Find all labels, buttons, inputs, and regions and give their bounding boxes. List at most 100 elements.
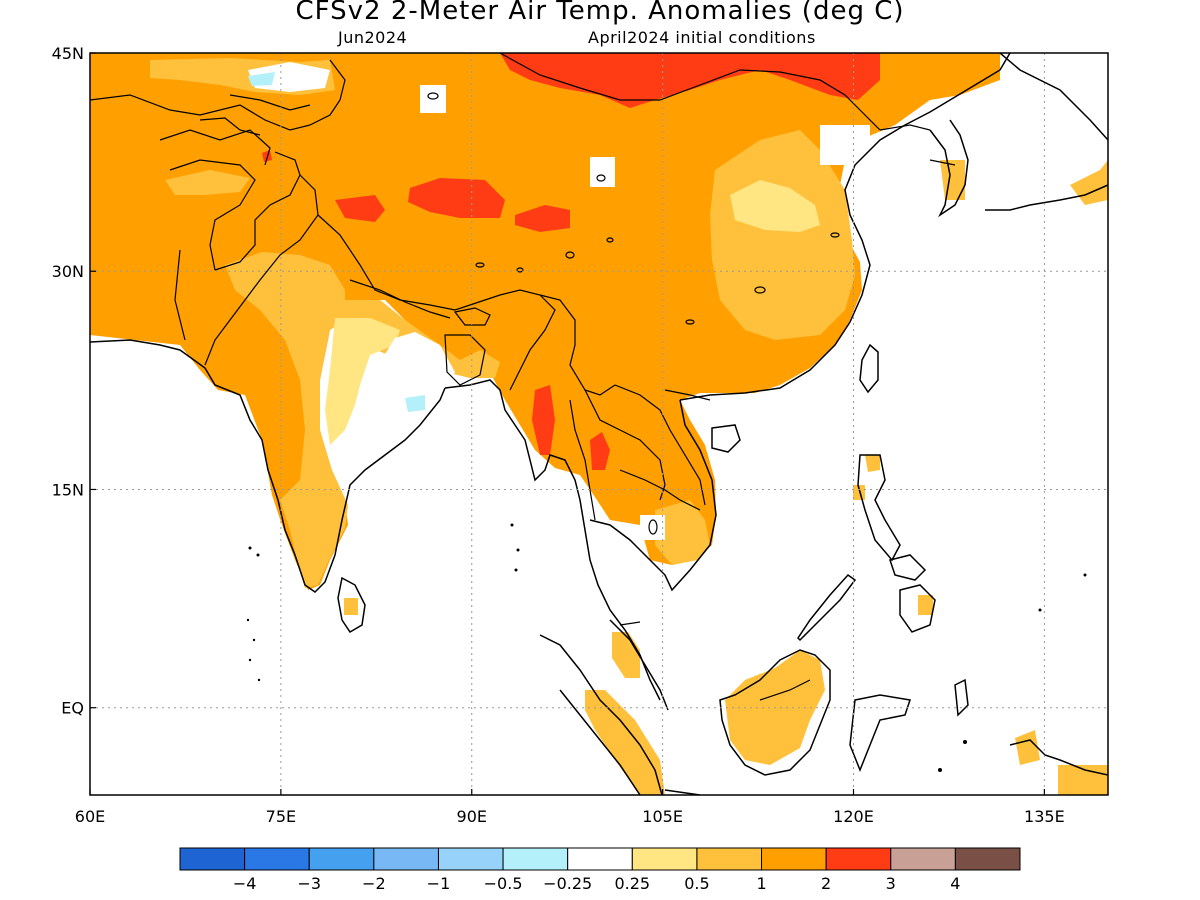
coast-mindanao [899,584,936,633]
island [963,740,967,744]
colorbar-label: 0.25 [614,874,650,893]
coast-halmahera [954,678,969,717]
anomaly-region-neutral-india [332,332,455,478]
lake [648,519,658,535]
anomaly-region-luzon2 [853,485,865,500]
anomaly-region-tibet-red-1 [408,178,505,218]
coast-gulf-thailand [589,399,717,592]
border-india-nepal-china [317,214,471,311]
anomaly-region-pakistan-red [262,150,272,162]
anomaly-region-tibet-red-2 [515,205,570,232]
country-borders [90,53,956,701]
border-pak-india [204,174,319,366]
border-kyrgyz [229,94,311,111]
map-frame [89,52,1109,796]
anomaly-region-neutral-2 [590,157,615,187]
colorbar-label: 0.5 [684,874,709,893]
colorbar-label: −2 [362,874,386,893]
anomaly-region-neutral-4 [640,515,665,540]
border-china-kazakh [309,59,346,126]
coast-srilanka [337,576,366,634]
border-thai-cambodia [619,469,701,511]
anomaly-region-mongolia-red [500,53,880,108]
border-central-asia [159,129,271,166]
island [514,568,518,572]
x-tick-label: 120E [833,807,874,826]
anomaly-region-sumatra [585,690,665,795]
coast-visayas [889,554,927,581]
border-china-mongolia [499,53,881,131]
colorbar: −4 −3 −2 −1 −0.5 −0.25 0.25 0.5 1 2 3 4 [179,847,1021,893]
anomaly-region-ganges-yellow [325,318,400,445]
border-iran-afghan [169,159,256,271]
coastlines [90,53,1108,795]
colorbar-swatch [244,847,310,871]
island [257,678,261,682]
lake [830,232,840,238]
y-tick-label: 30N [52,262,84,281]
colorbar-swatch [179,847,246,871]
map-axes: 60E 75E 90E 105E 120E 135E 45N 30N 15N EQ [52,44,1065,826]
island [516,548,520,552]
coast-sulawesi [849,694,911,773]
lake [754,286,766,294]
border-kazakh-uzbek [90,94,311,131]
x-tick-label: 60E [75,807,105,826]
border-tajik [199,117,261,136]
colorbar-label: 3 [886,874,896,893]
anomaly-region-mindanao [918,595,933,615]
anomaly-region-china [710,130,855,340]
border-china-vietnam [664,389,711,401]
border-india-burma [469,289,556,391]
anomaly-region-japan [1070,160,1108,205]
small-islands [246,523,1087,772]
coast-sumatra-west [559,689,641,795]
coast-japan [999,53,1108,141]
anomaly-region-tibet-red-3 [335,195,385,222]
coast-hainan [711,424,741,453]
lake [565,251,575,259]
border-laos-vietnam [614,384,706,506]
island [510,523,514,527]
border-bhutan [453,307,491,326]
border-nepal-india [349,279,451,319]
colorbar-swatch [373,847,439,871]
island [248,658,252,662]
coast-borneo [719,649,831,776]
coast-bay-bengal [444,379,661,701]
anomaly-region-vietnam [655,500,710,565]
coast-japan2 [985,184,1108,211]
colorbar-label: 4 [950,874,960,893]
anomaly-region-myanmar-red [532,385,555,455]
colorbar-swatch [308,847,375,871]
anomaly-region-newguinea2 [1015,730,1040,765]
x-tick-label: 90E [457,807,487,826]
border-burma-china [539,294,616,396]
border-iran-pak [174,249,186,341]
border-malay-thai [619,621,641,626]
colorbar-swatch [631,847,698,871]
lake [606,237,614,243]
coast-sumatra [539,634,663,795]
island [246,618,250,622]
y-tick-label: 45N [52,44,84,63]
island [252,638,256,642]
colorbar-swatch [890,847,956,871]
anomaly-region-neg-1 [405,395,425,412]
colorbar-swatch [567,847,633,871]
border-borneo [759,679,811,701]
coast-luzon [857,454,901,562]
island [248,546,252,550]
border-thai-laos [584,389,666,501]
coast-newguinea [1009,739,1108,776]
y-tick-label: EQ [61,699,84,718]
x-tick-label: 135E [1024,807,1065,826]
island [1083,573,1087,577]
border-korea-dmz [929,159,956,166]
border-bangladesh [444,334,486,386]
colorbar-label: −3 [297,874,321,893]
colorbar-swatch [954,847,1021,871]
island [1038,608,1042,612]
map-gridlines [90,53,1108,795]
